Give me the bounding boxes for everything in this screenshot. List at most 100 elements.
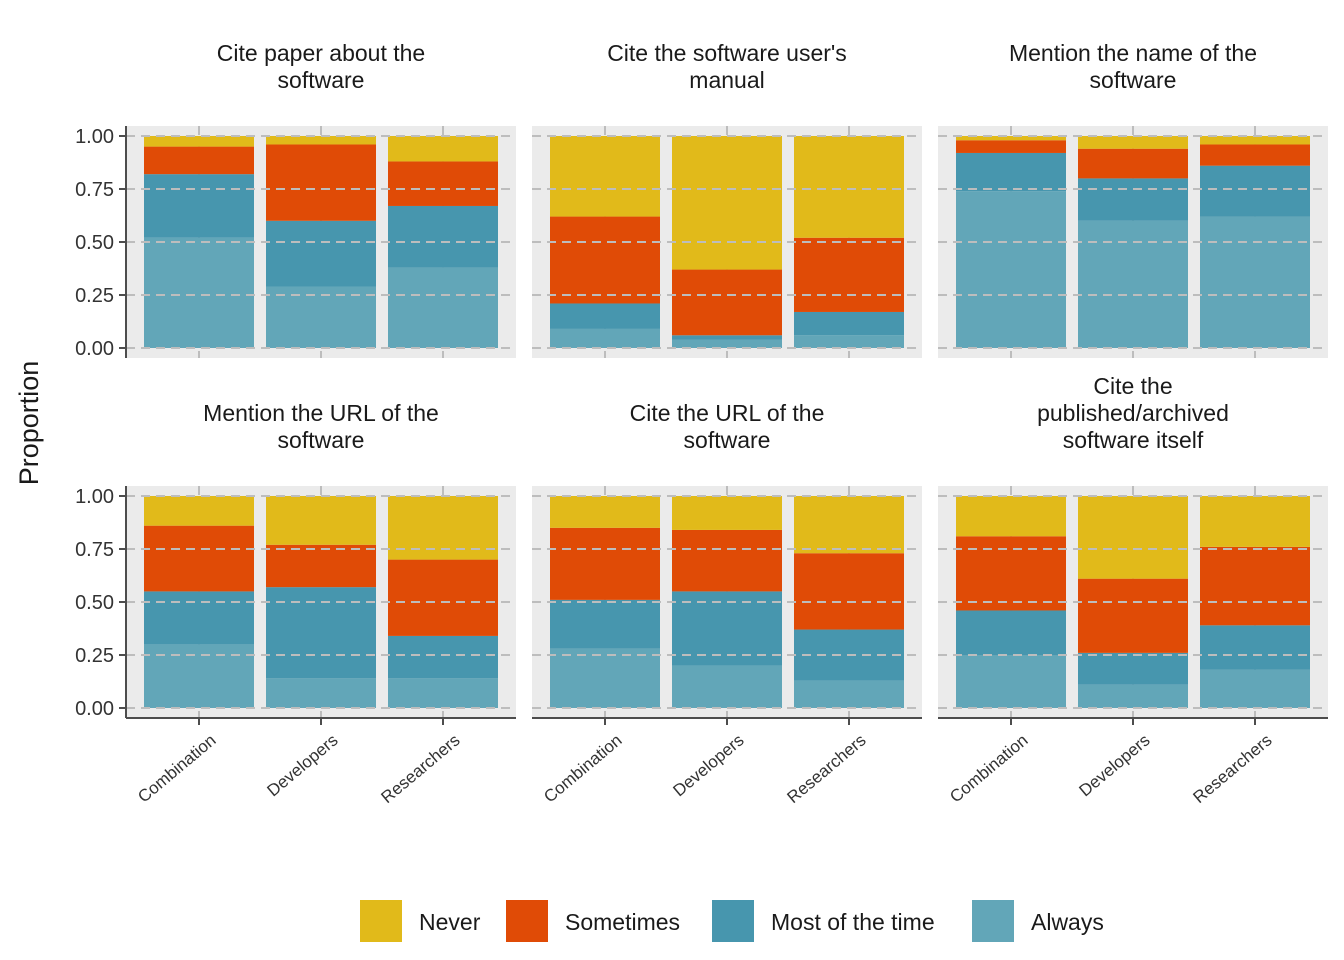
legend-label: Always (1031, 909, 1104, 935)
panel-title-line: Cite the software user's (607, 40, 847, 66)
bar-segment-developers-always (1078, 220, 1188, 348)
panel-title-line: software (684, 427, 771, 453)
x-tick-label-researchers: Researchers (1190, 731, 1276, 808)
legend-key (506, 900, 548, 942)
bar-segment-combination-most-of-the-time (550, 599, 660, 649)
bar-segment-developers-never (266, 136, 376, 145)
bar-segment-researchers-most-of-the-time (388, 635, 498, 679)
bar-segment-combination-always (956, 191, 1066, 348)
bar-segment-combination-most-of-the-time (956, 152, 1066, 192)
bar-segment-combination-always (144, 644, 254, 708)
bar-segment-researchers-sometimes (388, 559, 498, 636)
bar-segment-developers-sometimes (1078, 148, 1188, 179)
panel-title-line: Cite the (1093, 373, 1172, 399)
panel-title-line: software (278, 427, 365, 453)
bar-segment-developers-most-of-the-time (672, 335, 782, 340)
bar-segment-combination-always (550, 328, 660, 348)
bar-segment-developers-sometimes (266, 144, 376, 221)
y-tick-label: 1.00 (75, 126, 114, 148)
x-tick-label-researchers: Researchers (784, 731, 870, 808)
x-tick-label-researchers: Researchers (378, 731, 464, 808)
bar-segment-researchers-most-of-the-time (1200, 165, 1310, 217)
bar-segment-combination-sometimes (956, 140, 1066, 153)
legend-label: Sometimes (565, 909, 680, 935)
bar-segment-developers-never (672, 136, 782, 270)
bar-segment-researchers-always (388, 678, 498, 708)
x-tick-label-developers: Developers (1075, 731, 1153, 801)
bar-segment-researchers-never (794, 136, 904, 238)
bar-segment-researchers-sometimes (1200, 144, 1310, 166)
bar-segment-researchers-never (1200, 136, 1310, 145)
y-tick-label: 0.25 (75, 645, 114, 667)
bar-segment-researchers-never (388, 496, 498, 560)
bar-segment-developers-never (266, 496, 376, 545)
legend-label: Never (419, 909, 481, 935)
x-tick-label-combination: Combination (540, 731, 625, 807)
bar-segment-developers-sometimes (1078, 578, 1188, 653)
bar-segment-combination-never (144, 136, 254, 147)
bar-segment-combination-sometimes (550, 216, 660, 304)
bar-segment-developers-always (266, 678, 376, 708)
bar-segment-combination-most-of-the-time (144, 174, 254, 238)
x-tick-label-combination: Combination (946, 731, 1031, 807)
bar-segment-developers-always (1078, 684, 1188, 708)
bar-segment-researchers-never (794, 496, 904, 554)
bar-segment-researchers-most-of-the-time (388, 205, 498, 268)
bar-segment-combination-sometimes (144, 525, 254, 592)
bar-segment-developers-most-of-the-time (1078, 652, 1188, 685)
y-tick-label: 0.00 (75, 338, 114, 360)
y-tick-label: 0.50 (75, 232, 114, 254)
bar-segment-combination-never (956, 136, 1066, 141)
panel-title-line: software (1090, 67, 1177, 93)
y-tick-label: 0.75 (75, 179, 114, 201)
y-tick-label: 0.00 (75, 698, 114, 720)
y-tick-label: 0.75 (75, 539, 114, 561)
bar-segment-researchers-always (388, 267, 498, 348)
legend-item-never: Never (360, 900, 481, 942)
bar-segment-researchers-sometimes (1200, 546, 1310, 626)
bar-segment-developers-most-of-the-time (266, 587, 376, 679)
bar-segment-developers-always (672, 665, 782, 708)
panel-title-line: published/archived (1037, 400, 1229, 426)
bar-segment-developers-sometimes (672, 269, 782, 336)
bar-segment-combination-most-of-the-time (956, 610, 1066, 655)
panel-title-line: Cite the URL of the (630, 400, 825, 426)
bar-segment-researchers-sometimes (794, 553, 904, 630)
legend: Never Sometimes Most of the time Always (360, 900, 1104, 942)
bar-segment-researchers-always (1200, 669, 1310, 708)
bar-segment-combination-sometimes (144, 146, 254, 175)
bar-segment-combination-never (144, 496, 254, 526)
bar-segment-combination-most-of-the-time (144, 591, 254, 645)
bar-segment-researchers-never (1200, 496, 1310, 547)
bar-segment-researchers-sometimes (388, 161, 498, 206)
bar-segment-combination-never (550, 496, 660, 528)
panel-title-line: software itself (1063, 427, 1204, 453)
bar-segment-developers-sometimes (266, 544, 376, 588)
legend-key (360, 900, 402, 942)
bar-segment-researchers-sometimes (794, 237, 904, 312)
legend-item-always: Always (972, 900, 1104, 942)
legend-key (972, 900, 1014, 942)
x-tick-label-developers: Developers (669, 731, 747, 801)
bar-segment-combination-sometimes (550, 527, 660, 600)
bar-segment-combination-always (144, 237, 254, 348)
bar-segment-developers-always (672, 339, 782, 348)
y-axis-label: Proportion (14, 361, 44, 486)
panel-title-line: manual (689, 67, 764, 93)
bar-segment-researchers-most-of-the-time (794, 311, 904, 336)
legend-item-most-of-the-time: Most of the time (712, 900, 935, 942)
bar-segment-developers-never (1078, 496, 1188, 579)
bar-segment-developers-most-of-the-time (672, 591, 782, 666)
y-tick-label: 1.00 (75, 486, 114, 508)
y-tick-label: 0.50 (75, 592, 114, 614)
bar-segment-developers-always (266, 286, 376, 348)
bar-segment-developers-most-of-the-time (1078, 178, 1188, 221)
bar-segment-combination-most-of-the-time (550, 303, 660, 329)
bar-segment-researchers-always (794, 680, 904, 708)
